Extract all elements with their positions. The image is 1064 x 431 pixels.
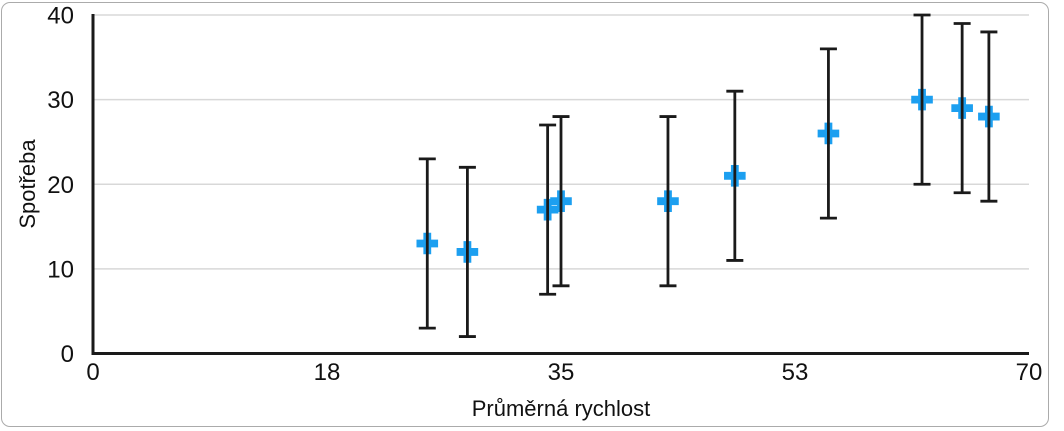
- x-tick-label: 35: [548, 359, 575, 386]
- x-axis-title: Průměrná rychlost: [471, 396, 651, 421]
- y-tick-label: 10: [47, 256, 74, 283]
- y-tick-label: 20: [47, 172, 74, 199]
- chart-frame: [1, 2, 1049, 427]
- y-tick-label: 40: [47, 3, 74, 30]
- x-tick-label: 70: [1016, 359, 1043, 386]
- x-tick-label: 18: [314, 359, 341, 386]
- y-axis-title: Spotřeba: [15, 139, 40, 229]
- y-tick-label: 30: [47, 87, 74, 114]
- y-tick-label: 0: [61, 341, 74, 368]
- x-tick-label: 53: [782, 359, 809, 386]
- x-tick-label: 0: [86, 359, 99, 386]
